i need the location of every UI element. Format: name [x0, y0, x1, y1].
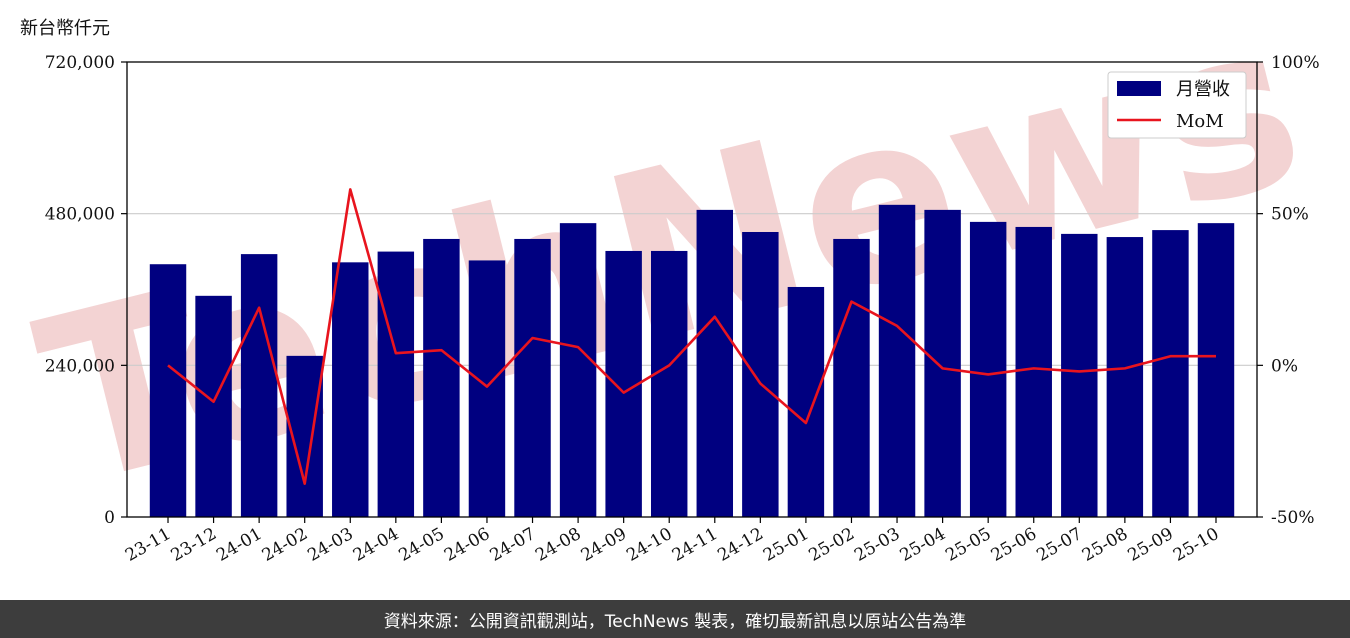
legend-label-mom: MoM — [1176, 111, 1224, 132]
x-tick-label: 25-09 — [1124, 524, 1176, 566]
x-tick-label: 24-02 — [259, 524, 311, 566]
bar — [1197, 223, 1235, 518]
x-tick-label: 25-07 — [1033, 524, 1085, 566]
x-tick-label: 24-08 — [532, 524, 584, 566]
x-tick-label: 23-11 — [122, 524, 174, 566]
bars — [149, 204, 1235, 518]
bar — [742, 231, 779, 518]
left-axis: 0 240,000 480,000 720,000 — [45, 53, 127, 528]
legend-bar-swatch — [1117, 81, 1161, 96]
bar — [377, 251, 415, 518]
bar — [559, 223, 597, 518]
x-tick-label: 25-03 — [851, 524, 903, 566]
bar — [332, 262, 369, 517]
left-tick-label: 480,000 — [45, 205, 115, 225]
x-tick-label: 25-10 — [1170, 524, 1222, 566]
legend-label-revenue: 月營收 — [1176, 79, 1230, 100]
right-tick-label: -50% — [1271, 508, 1315, 528]
mom-line — [167, 188, 1216, 485]
source-footer: 資料來源：公開資訊觀測站，TechNews 製表，確切最新訊息以原站公告為準 — [0, 600, 1350, 638]
bar — [650, 250, 688, 517]
bar — [969, 221, 1007, 517]
x-axis: 23-1123-1224-0124-0224-0324-0424-0524-06… — [122, 517, 1222, 566]
x-tick-label: 25-01 — [760, 524, 812, 566]
bar — [423, 238, 460, 517]
bar — [1061, 233, 1098, 517]
footer-text: 資料來源：公開資訊觀測站，TechNews 製表，確切最新訊息以原站公告為準 — [383, 611, 967, 632]
x-tick-label: 24-09 — [578, 524, 630, 566]
bar — [924, 209, 961, 517]
bar — [1106, 237, 1144, 517]
x-tick-label: 25-06 — [988, 524, 1040, 566]
y-axis-unit-label: 新台幣仟元 — [20, 18, 110, 39]
left-tick-label: 240,000 — [45, 356, 115, 376]
x-tick-label: 25-02 — [806, 524, 858, 566]
mom-line-path — [167, 188, 1216, 485]
bar — [1152, 230, 1189, 517]
left-tick-label: 720,000 — [45, 53, 115, 73]
x-tick-label: 24-01 — [213, 524, 265, 566]
x-tick-label: 24-05 — [395, 524, 447, 566]
bar — [149, 264, 187, 517]
legend: 月營收 MoM — [1107, 71, 1247, 139]
x-tick-label: 25-05 — [942, 524, 994, 566]
right-tick-label: 100% — [1271, 53, 1320, 73]
x-tick-label: 24-04 — [350, 524, 402, 566]
bar — [195, 295, 232, 517]
bar — [468, 260, 506, 517]
bar — [240, 254, 278, 517]
right-tick-label: 50% — [1271, 205, 1309, 225]
x-tick-label: 24-06 — [441, 524, 493, 566]
x-tick-label: 25-04 — [897, 524, 949, 566]
x-tick-label: 24-11 — [669, 524, 721, 566]
left-tick-label: 0 — [104, 508, 115, 528]
x-tick-label: 24-10 — [623, 524, 675, 566]
x-tick-label: 24-07 — [487, 524, 539, 566]
bar — [696, 209, 734, 517]
plot-frame — [126, 61, 1258, 518]
x-tick-label: 25-08 — [1079, 524, 1131, 566]
bar — [787, 286, 825, 517]
x-tick-label: 24-03 — [304, 524, 356, 566]
right-axis: -50% 0% 50% 100% — [1257, 53, 1320, 528]
right-tick-label: 0% — [1271, 356, 1298, 376]
bar — [833, 238, 870, 517]
x-tick-label: 24-12 — [714, 524, 766, 566]
bar — [1015, 226, 1052, 517]
bar — [878, 204, 916, 517]
x-tick-label: 23-12 — [168, 524, 220, 566]
bar — [514, 238, 551, 517]
